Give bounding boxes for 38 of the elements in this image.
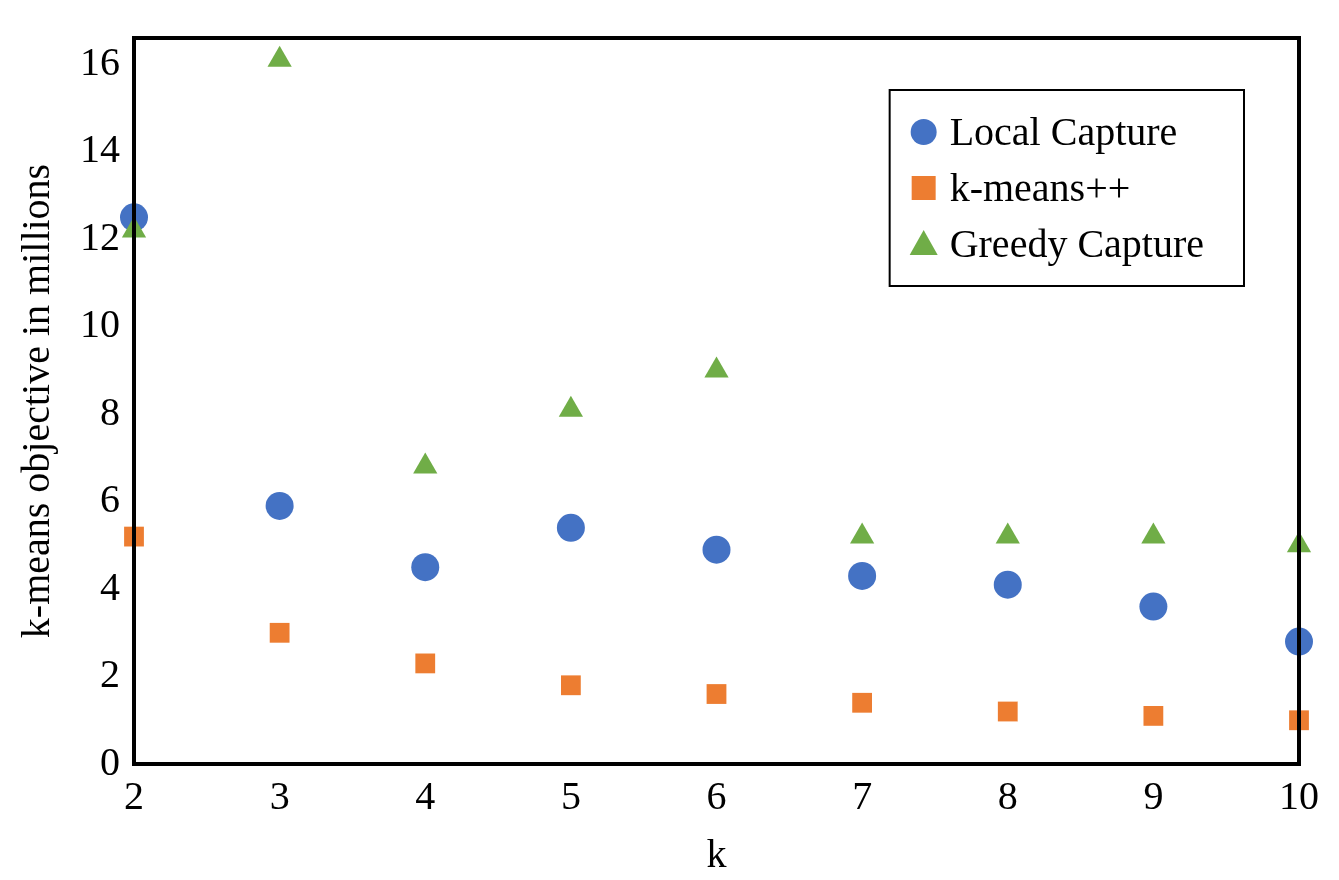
- point: [1143, 705, 1164, 726]
- point: [997, 701, 1018, 722]
- point: [706, 684, 727, 704]
- y-tick-label: 10: [80, 301, 120, 347]
- legend-label: Greedy Capture: [949, 220, 1205, 266]
- point: [848, 561, 877, 590]
- y-tick-label: 4: [100, 563, 120, 609]
- x-tick-label: 3: [269, 772, 290, 818]
- x-tick-label: 4: [415, 772, 436, 818]
- x-tick-label: 10: [1279, 772, 1319, 818]
- x-tick-label: 9: [1143, 772, 1164, 818]
- y-tick-label: 6: [100, 476, 120, 522]
- legend-label: Local Capture: [949, 108, 1178, 154]
- point: [556, 513, 585, 542]
- point: [993, 570, 1022, 599]
- x-axis-title: k: [706, 830, 727, 876]
- y-tick-label: 0: [100, 738, 120, 784]
- x-tick-label: 7: [852, 772, 873, 818]
- y-tick-label: 16: [80, 38, 120, 84]
- y-tick-label: 12: [80, 213, 120, 259]
- point: [269, 622, 290, 643]
- y-axis-title: k-means objective in millions: [12, 163, 58, 639]
- point: [852, 692, 873, 713]
- x-tick-label: 5: [560, 772, 581, 818]
- point: [265, 491, 294, 520]
- point: [411, 553, 440, 582]
- y-tick-label: 8: [100, 388, 120, 434]
- y-tick-label: 14: [80, 126, 120, 172]
- x-tick-label: 6: [706, 772, 727, 818]
- point: [1139, 592, 1168, 621]
- point: [702, 535, 731, 564]
- point: [704, 356, 729, 378]
- point: [415, 653, 436, 674]
- x-tick-label: 8: [997, 772, 1018, 818]
- legend-label: k-means++: [949, 164, 1131, 210]
- y-tick-label: 2: [100, 651, 120, 697]
- point: [560, 675, 581, 696]
- point: [267, 45, 292, 67]
